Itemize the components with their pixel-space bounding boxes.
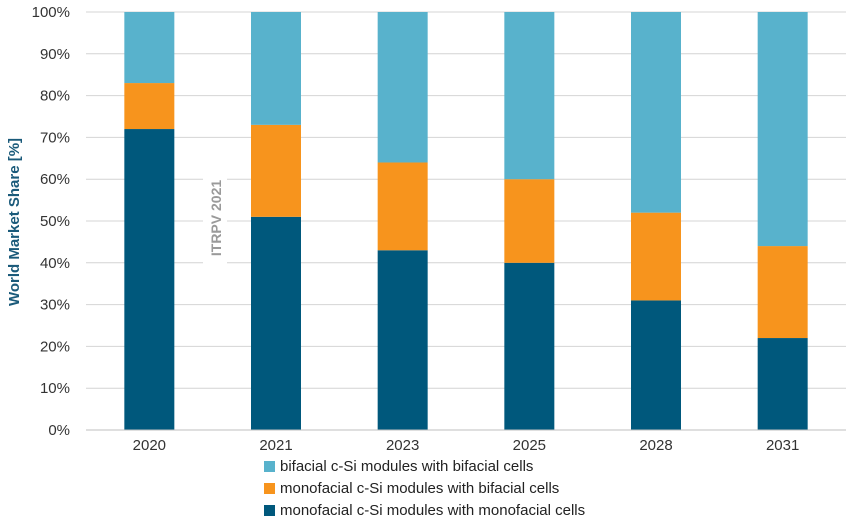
bar-segment [377, 162, 428, 251]
legend-item: bifacial c-Si modules with bifacial cell… [264, 455, 585, 477]
y-tick-label: 70% [40, 129, 70, 146]
gridlines [86, 11, 846, 431]
x-tick-label: 2023 [386, 437, 419, 454]
y-tick-label: 60% [40, 171, 70, 188]
bar-segment [757, 12, 808, 247]
y-tick-label: 10% [40, 380, 70, 397]
bar-segment [504, 262, 555, 430]
bar-segment [631, 12, 681, 213]
legend-swatch [264, 504, 275, 516]
legend-item: monofacial c-Si modules with bifacial ce… [264, 477, 585, 499]
legend-swatch [264, 460, 275, 472]
y-tick-label: 50% [40, 213, 70, 230]
bar-segment [251, 216, 301, 430]
bar-segment [757, 338, 808, 430]
y-tick-label: 90% [40, 46, 70, 63]
bar-segment [504, 12, 555, 180]
itrpv-annotation: ITRPV 2021 [203, 168, 227, 266]
bar-segment [251, 124, 301, 217]
bar-segment [377, 250, 428, 430]
x-tick-label: 2025 [513, 437, 546, 454]
bar-segment [124, 129, 175, 431]
y-axis-ticks: 0% 10% 20% 30% 40% 50% 60% 70% 80% 90% 100% [32, 4, 70, 439]
bar-segment [757, 246, 808, 339]
bar-segment [504, 179, 555, 263]
legend-swatch [264, 482, 275, 494]
bar-segment [631, 300, 681, 430]
y-tick-label: 40% [40, 255, 70, 272]
bar-segment [124, 83, 175, 130]
legend: bifacial c-Si modules with bifacial cell… [264, 455, 585, 521]
bar-segment [631, 212, 681, 301]
y-tick-label: 30% [40, 297, 70, 314]
annotation-text: ITRPV 2021 [208, 180, 224, 256]
x-tick-label: 2031 [766, 437, 799, 454]
y-tick-label: 0% [48, 422, 70, 439]
bar-segment [124, 12, 175, 84]
y-tick-label: 20% [40, 338, 70, 355]
legend-label: bifacial c-Si modules with bifacial cell… [280, 457, 534, 475]
bars [124, 12, 808, 431]
y-tick-label: 80% [40, 88, 70, 105]
legend-label: monofacial c-Si modules with bifacial ce… [280, 479, 560, 497]
x-tick-label: 2028 [639, 437, 672, 454]
legend-label: monofacial c-Si modules with monofacial … [280, 501, 586, 519]
x-tick-label: 2020 [133, 437, 166, 454]
x-tick-label: 2021 [259, 437, 292, 454]
x-axis-ticks: 2020 2021 2023 2025 2028 2031 [133, 437, 800, 454]
y-tick-label: 100% [32, 4, 70, 21]
y-axis-label: World Market Share [%] [6, 138, 23, 306]
bar-segment [251, 12, 301, 125]
legend-item: monofacial c-Si modules with monofacial … [264, 499, 585, 521]
bar-segment [377, 12, 428, 163]
